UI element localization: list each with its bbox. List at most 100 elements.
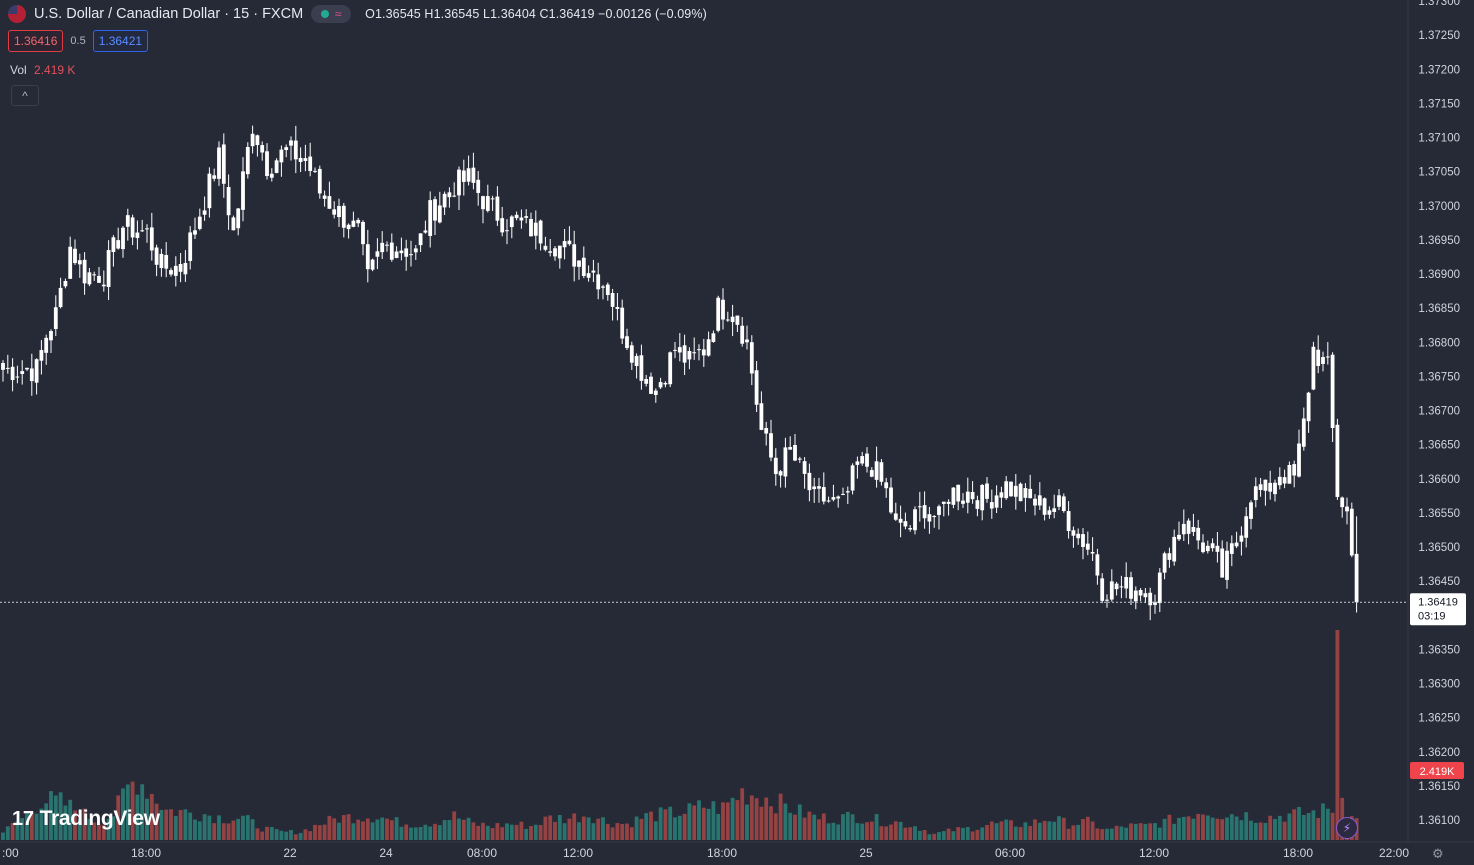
volume-bar <box>1330 812 1335 840</box>
volume-bar <box>58 792 63 840</box>
volume-bar <box>1057 816 1061 840</box>
usd-cad-flag-icon[interactable] <box>8 5 26 23</box>
candle-body <box>68 246 73 279</box>
candle-body <box>447 192 452 198</box>
candle-body <box>855 461 860 465</box>
volume-bar <box>778 793 783 840</box>
price-axis[interactable]: 1.36100 1.36150 1.36200 1.36250 1.36300 1.363… <box>1418 0 1460 827</box>
price-tick-label: 1.36150 <box>1418 781 1460 793</box>
candle-body <box>1210 543 1215 549</box>
candle-body <box>298 157 303 162</box>
volume-bar <box>961 827 965 840</box>
candle-body <box>1066 511 1071 532</box>
candle-body <box>385 244 389 246</box>
collapse-legend-button[interactable]: ^ <box>11 85 39 106</box>
volume-bar <box>644 813 649 840</box>
price-tick-label: 1.36250 <box>1418 713 1460 725</box>
candle-body <box>279 149 284 163</box>
time-tick-label: 25 <box>859 846 873 860</box>
candle-body <box>1244 516 1249 538</box>
candle-body <box>125 215 130 227</box>
volume-bar <box>1335 630 1340 840</box>
candle-body <box>442 193 447 208</box>
candle-body <box>1253 486 1258 501</box>
candle-body <box>1196 527 1201 541</box>
volume-bar <box>1114 825 1119 840</box>
candle-body <box>581 257 586 276</box>
volume-bar <box>370 822 375 840</box>
candle-body <box>1153 602 1157 605</box>
volume-bar <box>692 805 697 840</box>
candle-body <box>524 216 529 218</box>
volume-bar <box>437 825 442 840</box>
volume-bar <box>1316 817 1321 840</box>
candle-body <box>500 218 505 233</box>
volume-bar <box>1119 826 1124 840</box>
volume-bar <box>893 821 898 840</box>
volume-bar <box>634 816 639 840</box>
ohlc-readout: O1.36545 H1.36545 L1.36404 C1.36419 −0.0… <box>365 7 707 21</box>
volume-bar <box>226 823 231 840</box>
volume-bar <box>250 819 255 840</box>
volume-bar <box>149 793 154 840</box>
volume-bar <box>889 824 893 840</box>
candle-body <box>817 486 821 489</box>
price-tick-label: 1.36100 <box>1418 815 1460 827</box>
sell-button[interactable]: 1.36416 <box>8 30 64 52</box>
candle-body <box>716 297 721 331</box>
candle-body <box>677 347 682 353</box>
candle-body <box>202 210 207 215</box>
volume-bar <box>1162 818 1167 840</box>
volume-bar <box>394 817 399 840</box>
volume-bar <box>423 824 428 840</box>
volume-bar <box>927 834 932 840</box>
candle-body <box>1167 553 1172 560</box>
volume-bar <box>197 821 202 840</box>
candle-body <box>188 232 193 261</box>
candle-body <box>538 220 543 244</box>
candle-body <box>562 241 567 248</box>
volume-bar <box>917 830 922 840</box>
volume-bar <box>1157 827 1162 840</box>
market-status-pill[interactable]: ≈ <box>311 5 352 23</box>
candle-body <box>63 281 68 287</box>
candle-body <box>572 244 577 267</box>
volume-bar <box>831 822 836 840</box>
symbol-title[interactable]: U.S. Dollar / Canadian Dollar · 15 · FXC… <box>34 6 304 22</box>
volume-legend[interactable]: Vol 2.419 K <box>10 63 75 77</box>
volume-bar <box>1181 816 1186 840</box>
volume-bar <box>1244 812 1249 840</box>
candle-body <box>1119 586 1124 588</box>
bid-ask-row: 1.36416 0.5 1.36421 <box>8 30 149 52</box>
lightning-icon[interactable]: ⚡ <box>1336 817 1358 839</box>
candle-body <box>850 465 855 491</box>
volume-bar <box>73 810 77 840</box>
volume-bar <box>289 830 293 840</box>
volume-bar <box>1263 822 1268 840</box>
candle-body <box>29 368 34 382</box>
tradingview-logo[interactable]: 17 TradingView <box>12 807 160 831</box>
volume-bar <box>1191 818 1196 840</box>
candle-body <box>1061 496 1066 512</box>
volume-bar <box>797 804 802 840</box>
candle-body <box>711 333 716 342</box>
volume-bar <box>572 813 577 840</box>
time-axis[interactable]: :00 18:00 22 24 08:00 12:00 18:00 25 06:00 12:00 1… <box>2 846 1409 860</box>
candle-body <box>865 453 869 467</box>
candle-body <box>428 200 433 236</box>
settings-gear-icon[interactable]: ⚙ <box>1432 846 1444 861</box>
candle-body <box>759 403 764 430</box>
volume-bar <box>855 823 860 840</box>
volume-bar <box>63 805 68 840</box>
buy-button[interactable]: 1.36421 <box>92 30 149 52</box>
candle-body <box>269 173 274 178</box>
volume-bar <box>97 824 101 840</box>
candle-body <box>356 219 361 224</box>
candle-body <box>769 433 773 458</box>
candle-body <box>797 458 802 460</box>
candle-body <box>485 196 490 211</box>
volume-bar <box>241 815 245 840</box>
candle-body <box>159 253 164 269</box>
volume-bar <box>356 819 361 840</box>
